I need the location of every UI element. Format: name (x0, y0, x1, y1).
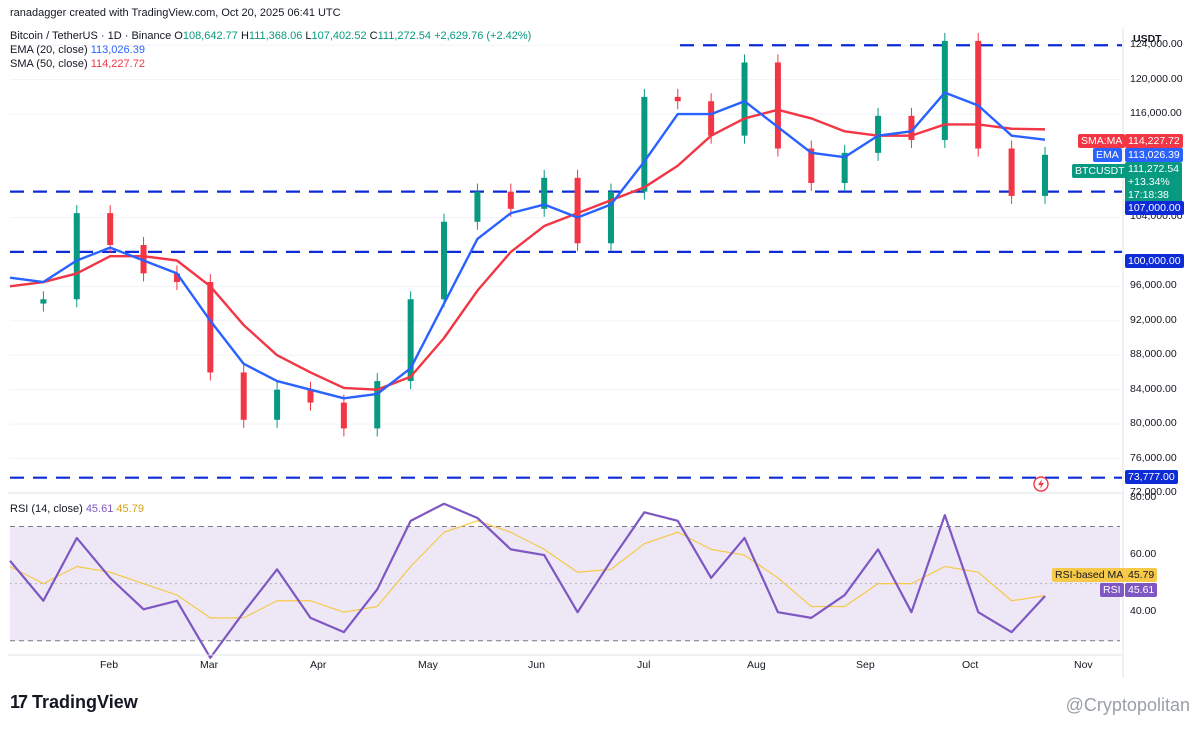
time-tick-label[interactable]: Jun (528, 659, 545, 671)
tradingview-logo[interactable]: 17 TradingView (10, 692, 138, 713)
brand-name: TradingView (32, 692, 138, 712)
tradingview-mark-icon: 17 (10, 692, 28, 712)
rsi-legend[interactable]: RSI (14, close) 45.61 45.79 (10, 503, 144, 515)
price-tick-label: 124,000.00 (1130, 38, 1183, 51)
candle-body (40, 299, 47, 304)
candle-body (774, 62, 781, 149)
time-tick-label[interactable]: Jul (637, 659, 651, 671)
candle-body (908, 115, 915, 140)
symbol-title[interactable]: Bitcoin / TetherUS · 1D · Binance (10, 30, 172, 42)
change-value: +2,629.76 (+2.42%) (434, 30, 532, 42)
price-tick-label: 88,000.00 (1130, 348, 1177, 361)
candle-body (607, 191, 614, 244)
candle-body (708, 101, 715, 136)
candle-body (808, 148, 815, 183)
candle-body (107, 213, 114, 245)
candle-body (374, 381, 381, 429)
candle-body (541, 177, 548, 209)
time-tick-label[interactable]: Nov (1074, 659, 1093, 671)
price-tick-label: 80,000.00 (1130, 417, 1177, 430)
price-series (9, 32, 1048, 437)
sma-legend-value: 114,227.72 (90, 58, 145, 70)
candle-body (340, 402, 347, 429)
level-73777-tag: 73,777.00 (1125, 470, 1178, 484)
candle-body (307, 389, 314, 403)
candle-body (1042, 154, 1048, 196)
sma-tag-value: 114,227.72 (1125, 134, 1183, 148)
watermark: @Cryptopolitan (1065, 695, 1190, 715)
ohlc-legend: Bitcoin / TetherUS · 1D · Binance O108,6… (10, 30, 532, 42)
sma-legend[interactable]: SMA (50, close) 114,227.72 (10, 58, 145, 70)
rsi-ma-tag-value: 45.79 (1125, 568, 1158, 582)
price-tick-label: 72,000.00 (1130, 486, 1177, 498)
rsi-ma-line (9, 520, 1046, 619)
sma-tag-name: SMA:MA (1078, 134, 1126, 148)
ema-tag-name: EMA (1093, 148, 1122, 162)
ema-20-line (9, 91, 1046, 400)
candle-body (274, 389, 281, 420)
last-change: +13.34% (1128, 176, 1170, 188)
created-by: ranadagger created with TradingView.com,… (10, 7, 341, 19)
rsi-line (9, 502, 1046, 659)
last-price-tag: 111,272.54 +13.34% 17:18:38 (1125, 162, 1182, 203)
price-tick-label: 96,000.00 (1130, 279, 1177, 292)
price-tick-label: 120,000.00 (1130, 72, 1183, 85)
price-tick-label: 76,000.00 (1130, 451, 1177, 464)
sma-50-line (9, 108, 1046, 391)
time-tick-label[interactable]: Oct (962, 659, 979, 671)
rsi-ma-legend-value: 45.79 (116, 503, 144, 515)
rsi-tag-name: RSI (1100, 583, 1124, 597)
rsi-ma-tag-name: RSI-based MA (1052, 568, 1127, 582)
ema-legend-value: 113,026.39 (90, 44, 145, 56)
time-tick-label[interactable]: Sep (856, 659, 875, 671)
ema-legend[interactable]: EMA (20, close) 113,026.39 (10, 44, 145, 56)
candle-body (1008, 148, 1015, 196)
candle-body (674, 96, 681, 102)
level-100000-tag: 100,000.00 (1125, 254, 1184, 268)
candle-body (741, 62, 748, 136)
last-price: 111,272.54 (1128, 163, 1179, 175)
price-tick-label: 84,000.00 (1130, 382, 1177, 395)
rsi-tick-label: 40.00 (1130, 605, 1157, 618)
time-tick-label[interactable]: Feb (100, 659, 119, 671)
alert-icon[interactable] (1033, 476, 1049, 492)
candle-body (73, 213, 80, 300)
symbol-tag-name: BTCUSDT (1072, 164, 1128, 178)
candle-body (975, 40, 982, 149)
rsi-tick-label: 60.00 (1130, 548, 1157, 561)
candle-body (841, 152, 848, 183)
candle-body (507, 191, 514, 209)
close-value: 111,272.54 (377, 30, 432, 42)
candle-body (240, 372, 247, 420)
price-tick-label: 92,000.00 (1130, 313, 1177, 326)
rsi-tag-value: 45.61 (1125, 583, 1158, 597)
rsi-legend-value: 45.61 (85, 503, 114, 515)
candle-body (641, 96, 648, 192)
ema-tag-value: 113,026.39 (1125, 148, 1183, 162)
candle-body (875, 115, 882, 153)
candle-body (173, 273, 180, 283)
candle-body (441, 221, 448, 300)
rsi-pane (9, 502, 1120, 659)
high-value: 111,368.06 (248, 30, 303, 42)
rsi-tick-label: 80.00 (1130, 491, 1157, 503)
level-107000-tag: 107,000.00 (1125, 201, 1184, 215)
open-value: 108,642.77 (182, 30, 238, 42)
candle-body (407, 299, 414, 382)
candle-body (474, 191, 481, 222)
support-resistance-levels (10, 44, 1122, 479)
candle-body (140, 245, 147, 274)
price-tick-label: 116,000.00 (1130, 107, 1182, 120)
time-tick-label[interactable]: May (418, 659, 438, 671)
bar-countdown: 17:18:38 (1128, 189, 1169, 201)
candle-body (941, 40, 948, 140)
time-tick-label[interactable]: Apr (310, 659, 327, 671)
low-value: 107,402.52 (311, 30, 367, 42)
time-tick-label[interactable]: Mar (200, 659, 219, 671)
candle-body (207, 282, 214, 373)
currency-label: USDT (1133, 33, 1162, 45)
candle-body (574, 177, 581, 244)
time-tick-label[interactable]: Aug (747, 659, 766, 671)
